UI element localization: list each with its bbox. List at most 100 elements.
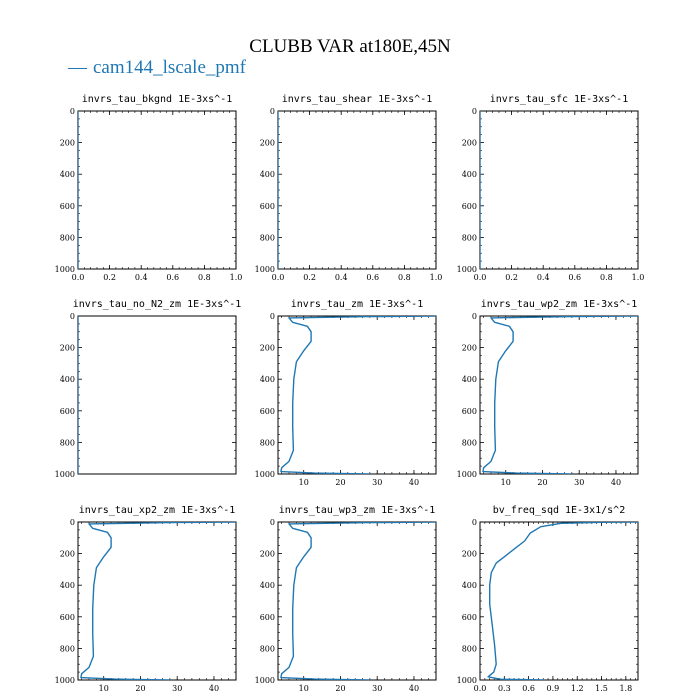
y-tick-label: 400 [462,375,477,384]
x-tick-label: 0.6 [522,684,535,693]
x-tick-label: 10 [299,684,309,693]
plot-frame [77,315,237,475]
y-tick-label: 200 [462,344,477,353]
x-tick-label: 40 [611,478,621,487]
series-line [280,522,436,680]
x-tick-label: 0.6 [366,273,379,282]
x-tick-label: 0.2 [505,273,518,282]
y-tick-label: 1000 [255,265,275,274]
y-tick-label: 0 [70,107,75,116]
x-tick-label: 20 [135,684,145,693]
y-tick-label: 0 [270,518,275,527]
y-tick-label: 1000 [255,470,275,479]
x-tick-label: 10 [501,478,511,487]
subplot-title: invrs_tau_xp2_zm 1E-3xs^-1 [79,505,236,516]
subplot-5: invrs_tau_zm 1E-3xs^-1 0 200 400 600 800 1000 1… [255,299,437,487]
y-tick-label: 1000 [55,676,75,685]
y-tick-label: 600 [60,202,75,211]
y-tick-label: 600 [60,613,75,622]
series-line [487,522,638,680]
y-tick-label: 1000 [457,470,477,479]
x-tick-label: 0.0 [272,273,285,282]
y-tick-label: 0 [270,312,275,321]
y-tick-label: 600 [260,407,275,416]
subplot-2: invrs_tau_shear 1E-3xs^-1 0 200 400 600 800 10… [255,94,443,282]
y-tick-label: 400 [60,375,75,384]
series-line [482,316,638,474]
subplot-title: invrs_tau_shear 1E-3xs^-1 [282,94,433,105]
y-tick-label: 600 [260,202,275,211]
y-tick-label: 600 [462,202,477,211]
subplot-9: bv_freq_sqd 1E-3x1/s^2020040060080010000… [457,505,639,693]
subplot-title: invrs_tau_wp3_zm 1E-3xs^-1 [279,505,436,516]
y-tick-label: 400 [462,581,477,590]
y-tick-label: 200 [60,139,75,148]
y-tick-label: 400 [60,581,75,590]
subplot-title: invrs_tau_sfc 1E-3xs^-1 [490,94,628,105]
x-tick-label: 1.0 [632,273,645,282]
x-tick-label: 0.4 [135,273,148,282]
y-tick-label: 1000 [55,470,75,479]
x-tick-label: 40 [209,684,219,693]
x-tick-label: 30 [574,478,584,487]
x-tick-label: 0.4 [335,273,348,282]
y-tick-label: 0 [270,107,275,116]
x-tick-label: 40 [409,478,419,487]
x-tick-label: 0.0 [474,273,487,282]
y-tick-label: 1000 [457,676,477,685]
subplot-7: invrs_tau_xp2_zm 1E-3xs^-1 0 200 400 600 800 1… [55,505,237,693]
x-tick-label: 10 [99,684,109,693]
plot-frame [479,521,639,681]
y-tick-label: 800 [60,438,75,447]
x-tick-label: 20 [537,478,547,487]
y-tick-label: 200 [462,139,477,148]
series-line [280,316,436,474]
x-tick-label: 1.5 [595,684,608,693]
x-tick-label: 0.9 [547,684,560,693]
x-tick-label: 0.2 [103,273,116,282]
x-tick-label: 30 [372,684,382,693]
x-tick-label: 40 [409,684,419,693]
x-tick-label: 30 [172,684,182,693]
x-tick-label: 0.2 [303,273,316,282]
y-tick-label: 0 [472,312,477,321]
plot-frame [479,315,639,475]
x-tick-label: 0.6 [568,273,581,282]
x-tick-label: 20 [335,478,345,487]
y-tick-label: 1000 [55,265,75,274]
y-tick-label: 200 [60,344,75,353]
y-tick-label: 400 [260,375,275,384]
y-tick-label: 1000 [457,265,477,274]
x-tick-label: 0.3 [498,684,511,693]
x-tick-label: 1.0 [230,273,243,282]
y-tick-label: 400 [260,170,275,179]
x-tick-label: 0.4 [537,273,550,282]
subplot-title: bv_freq_sqd 1E-3x1/s^2 [493,505,625,516]
legend-line-icon: — [68,57,87,78]
x-tick-label: 0.0 [72,273,85,282]
figure-title: CLUBB VAR at180E,45N [249,36,451,57]
x-tick-label: 1.0 [430,273,443,282]
plot-frame [277,521,437,681]
x-tick-label: 0.8 [600,273,613,282]
y-tick-label: 0 [70,518,75,527]
y-tick-label: 800 [462,438,477,447]
subplot-title: invrs_tau_wp2_zm 1E-3xs^-1 [481,299,638,310]
subplot-title: invrs_tau_zm 1E-3xs^-1 [291,299,423,310]
y-tick-label: 800 [260,233,275,242]
plot-frame [77,110,237,270]
x-tick-label: 30 [372,478,382,487]
y-tick-label: 200 [462,550,477,559]
y-tick-label: 600 [462,613,477,622]
x-tick-label: 0.0 [474,684,487,693]
y-tick-label: 400 [60,170,75,179]
x-tick-label: 20 [335,684,345,693]
y-tick-label: 800 [260,644,275,653]
x-tick-label: 0.6 [166,273,179,282]
y-tick-label: 1000 [255,676,275,685]
y-tick-label: 0 [472,518,477,527]
y-tick-label: 0 [70,312,75,321]
y-tick-label: 200 [260,550,275,559]
plot-frame [479,110,639,270]
plot-frame [77,521,237,681]
